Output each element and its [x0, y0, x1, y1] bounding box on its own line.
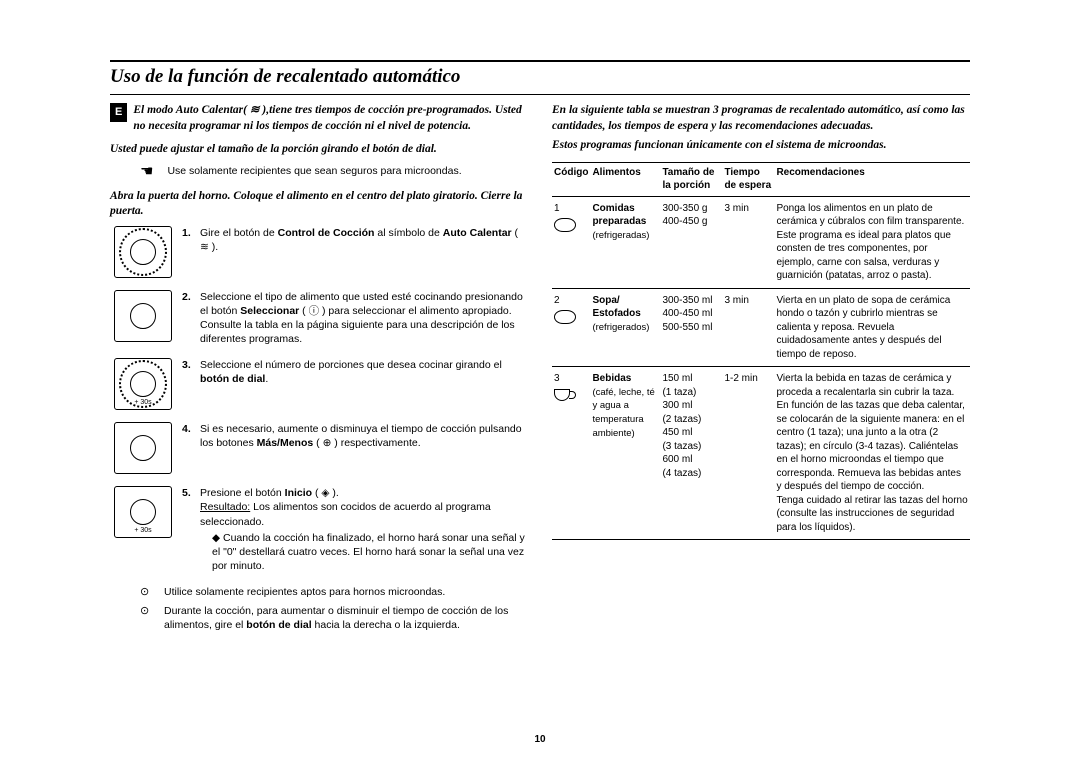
- note-row: ⊙ Utilice solamente recipientes aptos par…: [140, 585, 528, 600]
- food-type-icon: [554, 218, 576, 232]
- table-row: 3Bebidas(café, leche, té y agua a temper…: [552, 367, 970, 540]
- step-diagram-icon: + 30s: [114, 358, 172, 410]
- cell-rec: Ponga los alimentos en un plato de cerám…: [774, 196, 970, 288]
- step-bullet: ◆ Cuando la cocción ha finalizado, el ho…: [212, 531, 528, 574]
- step-number: 1.: [182, 226, 196, 254]
- step-number: 4.: [182, 422, 196, 450]
- step-row: + 30s 5. Presione el botón Inicio ( ◈ ).Re…: [114, 486, 528, 573]
- cell-food: Bebidas(café, leche, té y agua a tempera…: [590, 367, 660, 540]
- note-icon: ⊙: [140, 585, 154, 600]
- step-diagram-icon: [114, 422, 172, 474]
- cell-rec: Vierta en un plato de sopa de cerámica h…: [774, 288, 970, 367]
- note-text: Utilice solamente recipientes aptos para…: [164, 585, 445, 600]
- programs-table: Código Alimentos Tamaño de la porción Ti…: [552, 162, 970, 541]
- food-type-icon: [554, 389, 570, 401]
- step-diagram-icon: [114, 290, 172, 342]
- cell-size: 150 ml(1 taza)300 ml(2 tazas)450 ml(3 ta…: [660, 367, 722, 540]
- step-number: 3.: [182, 358, 196, 386]
- two-column-layout: E El modo Auto Calentar( ≋ ),tiene tres …: [110, 103, 970, 636]
- right-intro: En la siguiente tabla se muestran 3 prog…: [552, 103, 970, 134]
- th-time: Tiempo de espera: [722, 162, 774, 196]
- cell-food: Sopa/Estofados(refrigerados): [590, 288, 660, 367]
- cell-time: 3 min: [722, 196, 774, 288]
- step-row: 4.Si es necesario, aumente o disminuya e…: [114, 422, 528, 474]
- step-text: Presione el botón Inicio ( ◈ ).: [200, 486, 339, 500]
- step-text: Seleccione el número de porciones que de…: [200, 358, 528, 386]
- step-row: + 30s 3.Seleccione el número de porciones…: [114, 358, 528, 410]
- cell-time: 3 min: [722, 288, 774, 367]
- step-row: 1.Gire el botón de Control de Cocción al…: [114, 226, 528, 278]
- notes-list: ⊙ Utilice solamente recipientes aptos par…: [140, 585, 528, 632]
- language-badge: E: [110, 103, 127, 122]
- step-result: Resultado: Los alimentos son cocidos de …: [200, 500, 528, 528]
- top-rule-thin: [110, 94, 970, 95]
- left-column: E El modo Auto Calentar( ≋ ),tiene tres …: [110, 103, 528, 636]
- table-row: 1Comidas preparadas(refrigeradas)300-350…: [552, 196, 970, 288]
- pointer-icon: ☚: [140, 164, 153, 179]
- step-diagram-icon: + 30s: [114, 486, 172, 538]
- step-text: Gire el botón de Control de Cocción al s…: [200, 226, 528, 254]
- top-rule-thick: [110, 60, 970, 62]
- cell-rec: Vierta la bebida en tazas de cerámica y …: [774, 367, 970, 540]
- cell-code: 3: [552, 367, 590, 540]
- note-text: Durante la cocción, para aumentar o dism…: [164, 604, 528, 632]
- right-column: En la siguiente tabla se muestran 3 prog…: [552, 103, 970, 636]
- step-number: 5.: [182, 486, 196, 500]
- page-title: Uso de la función de recalentado automát…: [110, 66, 970, 88]
- note-row: ⊙ Durante la cocción, para aumentar o dis…: [140, 604, 528, 632]
- th-size: Tamaño de la porción: [660, 162, 722, 196]
- step-row: 2.Seleccione el tipo de alimento que ust…: [114, 290, 528, 347]
- step-number: 2.: [182, 290, 196, 347]
- step-diagram-icon: [114, 226, 172, 278]
- left-intro: El modo Auto Calentar( ≋ ),tiene tres ti…: [133, 103, 528, 134]
- page-number: 10: [534, 734, 545, 745]
- right-intro2: Estos programas funcionan únicamente con…: [552, 138, 970, 154]
- th-rec: Recomendaciones: [774, 162, 970, 196]
- safety-note: ☚ Use solamente recipientes que sean seg…: [140, 164, 528, 179]
- table-row: 2Sopa/Estofados(refrigerados)300-350 ml4…: [552, 288, 970, 367]
- cell-size: 300-350 ml400-450 ml500-550 ml: [660, 288, 722, 367]
- left-sub2: Abra la puerta del horno. Coloque el ali…: [110, 189, 528, 220]
- th-food: Alimentos: [590, 162, 660, 196]
- left-sub1: Usted puede ajustar el tamaño de la porc…: [110, 142, 528, 158]
- cell-food: Comidas preparadas(refrigeradas): [590, 196, 660, 288]
- cell-time: 1-2 min: [722, 367, 774, 540]
- step-text: Seleccione el tipo de alimento que usted…: [200, 290, 528, 347]
- steps-list: 1.Gire el botón de Control de Cocción al…: [114, 226, 528, 574]
- note-icon: ⊙: [140, 604, 154, 632]
- safety-text: Use solamente recipientes que sean segur…: [167, 164, 461, 178]
- food-type-icon: [554, 310, 576, 324]
- cell-code: 2: [552, 288, 590, 367]
- step-text: Si es necesario, aumente o disminuya el …: [200, 422, 528, 450]
- cell-code: 1: [552, 196, 590, 288]
- cell-size: 300-350 g400-450 g: [660, 196, 722, 288]
- th-code: Código: [552, 162, 590, 196]
